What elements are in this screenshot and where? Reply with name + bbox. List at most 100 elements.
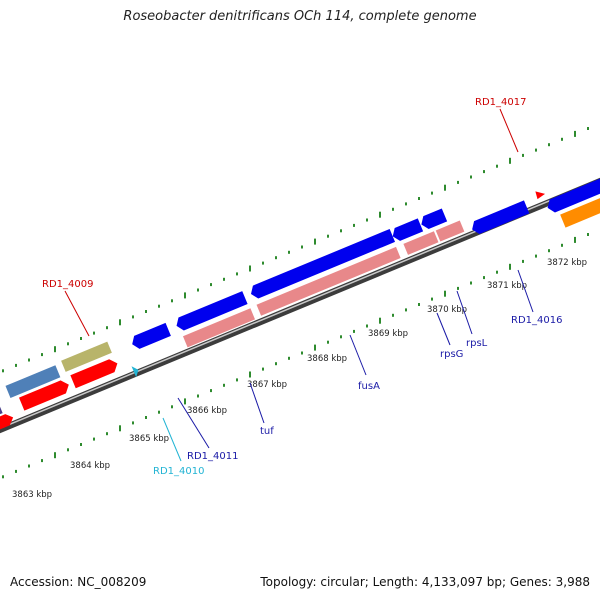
label-rd1-4017[interactable]: RD1_4017 [475,97,526,108]
gene-rd1-4011[interactable] [174,291,248,332]
inner-track-tick [444,290,446,297]
inner-track-tick [41,459,43,463]
outer-track-tick [470,175,472,179]
outer-track-tick [548,143,550,147]
gene-rpsL-pink[interactable] [435,220,465,242]
inner-track-tick [249,371,251,378]
inner-track-tick [314,344,316,351]
outer-track-tick [522,153,524,157]
label-tuf[interactable]: tuf [260,426,274,437]
outer-track-tick [15,363,17,367]
label-leaders [64,108,534,462]
outer-track-tick [288,250,290,254]
outer-track-tick [457,180,459,184]
outer-track-tick [574,130,576,137]
gene-blue-far-right[interactable] [545,176,600,214]
gene-steel-blue[interactable] [5,365,61,398]
outer-track-tick [80,337,82,340]
inner-track-tick [93,437,95,441]
inner-track-tick [80,443,82,446]
outer-track-tick [158,304,160,308]
outer-track-tick [28,358,30,362]
outer-track-tick [93,331,95,335]
gene-rd1-4017-arrow[interactable] [534,188,546,200]
inner-track-tick [210,389,212,393]
label-rd1-4009[interactable]: RD1_4009 [42,279,93,290]
inner-track-tick [353,329,355,333]
inner-track-tick [496,270,498,274]
outer-track-tick [210,283,212,287]
tick-label-3871: 3871 kbp [487,281,527,291]
outer-track-tick [327,234,329,238]
outer-track-tick [184,292,186,299]
outer-track-tick [236,272,238,276]
map-title: Roseobacter denitrificans OCh 114, compl… [123,9,477,24]
label-rd1-4010[interactable]: RD1_4010 [153,466,204,477]
label-fusA[interactable]: fusA [358,381,380,392]
tick-label-3870: 3870 kbp [427,305,467,315]
scale-labels: 3863 kbp 3864 kbp 3865 kbp 3866 kbp 3867… [12,258,587,500]
tick-label-3866: 3866 kbp [187,406,227,416]
gene-rd1-4016[interactable] [469,200,530,236]
outer-track-tick [2,369,4,373]
outer-track-tick [392,207,394,211]
gene-rpsL[interactable] [419,208,448,231]
inner-track-tick [15,469,17,473]
inner-track-tick [431,297,433,301]
inner-track-tick [379,317,381,324]
inner-track-tick [28,464,30,468]
tick-label-3863: 3863 kbp [12,490,52,500]
gene-partial-red[interactable] [0,412,15,439]
outer-track-tick [314,238,316,245]
outer-track-tick [197,288,199,292]
inner-track-tick [587,233,589,236]
outer-track-tick [587,127,589,130]
accession-text: Accession: NC_008209 [10,575,147,589]
gene-orange[interactable] [560,192,600,228]
tick-label-3864: 3864 kbp [70,461,110,471]
outer-track-tick [405,202,407,206]
outer-track-tick [418,197,420,200]
label-rpsL[interactable]: rpsL [466,338,488,349]
gene-tuf[interactable] [182,308,256,348]
outer-track-tick [301,245,303,249]
outer-track-tick [54,346,56,353]
tick-label-3865: 3865 kbp [129,434,169,444]
label-rd1-4011[interactable]: RD1_4011 [187,451,238,462]
outer-track-tick [171,299,173,303]
outer-track-tick [431,191,433,195]
label-rpsG[interactable]: rpsG [440,349,463,360]
outer-track-tick [262,261,264,265]
gene-rd1-4010[interactable] [131,364,141,378]
outer-track-tick [444,184,446,191]
inner-track-tick [275,362,277,366]
inner-track-tick [158,410,160,414]
outer-track-tick [353,223,355,227]
inner-track-tick [184,398,186,405]
inner-track-tick [392,313,394,317]
gene-labels: RD1_4009 RD1_4010 RD1_4011 tuf fusA rpsG… [42,97,562,477]
outer-track-tick [67,342,69,346]
outer-track-tick [535,148,537,152]
inner-track-tick [106,432,108,436]
gene-fusA-pink[interactable] [256,246,401,316]
inner-track-tick [470,281,472,285]
gene-rd1-4009[interactable] [61,341,112,372]
inner-track-tick [54,452,56,459]
inner-track-tick [223,383,225,387]
gene-rpsG-pink[interactable] [403,231,439,255]
outer-track-tick [41,353,43,357]
inner-track-tick [340,335,342,339]
label-rd1-4016[interactable]: RD1_4016 [511,315,562,326]
gene-fusA[interactable] [248,228,396,300]
gene-red-left[interactable] [19,378,71,411]
gene-rpsG[interactable] [390,218,424,242]
tick-label-3872: 3872 kbp [547,258,587,268]
outer-track-tick [145,310,147,313]
gene-blue-small[interactable] [130,322,171,351]
gene-red-right[interactable] [70,357,120,389]
inner-track-tick [67,448,69,452]
inner-track-tick [548,249,550,253]
outer-track-tick [249,265,251,272]
